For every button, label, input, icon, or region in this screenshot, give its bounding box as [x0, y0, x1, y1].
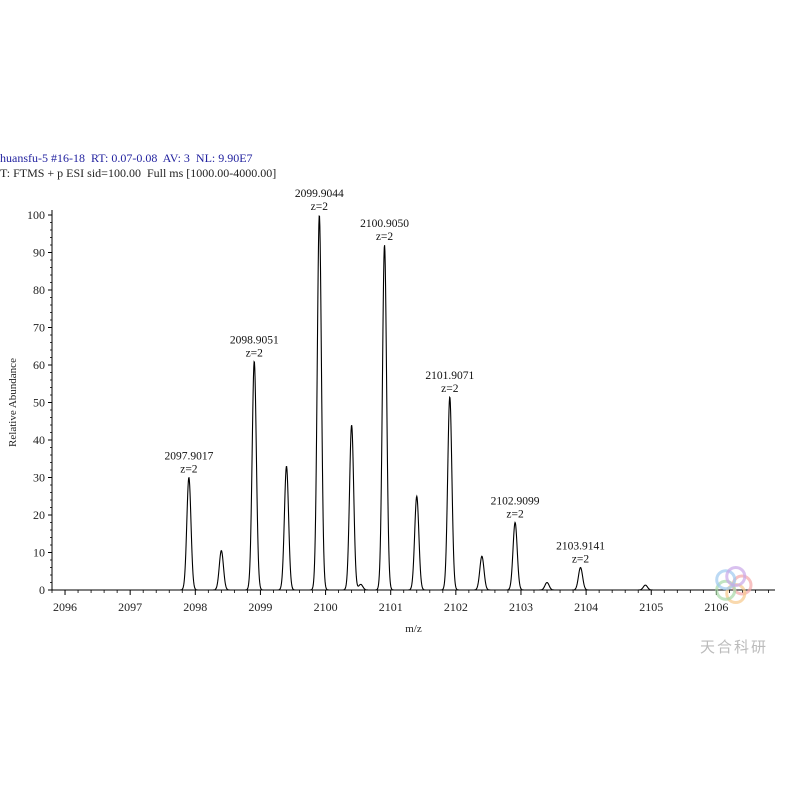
x-tick-label: 2106 [704, 600, 728, 614]
peak-mz-label: 2099.9044 [295, 188, 344, 200]
scan-header-line-2: T: FTMS + p ESI sid=100.00 Full ms [1000… [0, 166, 277, 180]
x-axis-label: m/z [405, 623, 422, 635]
y-tick-label: 0 [39, 583, 45, 597]
peak-mz-label: 2097.9017 [164, 451, 213, 463]
peak-charge-label: z=2 [376, 231, 394, 243]
y-axis-ticks: 0 10 20 30 40 50 60 70 80 90 100 [27, 208, 52, 597]
x-tick-label: 2100 [314, 600, 338, 614]
y-tick-label: 90 [33, 246, 45, 260]
peak-mz-label: 2100.9050 [360, 218, 409, 230]
peak-charge-label: z=2 [441, 383, 459, 395]
scan-header-line-1: huansfu-5 #16-18 RT: 0.07-0.08 AV: 3 NL:… [0, 151, 253, 165]
y-tick-label: 40 [33, 433, 45, 447]
watermark-text: 天合科研 [700, 638, 769, 656]
x-tick-label: 2098 [183, 600, 207, 614]
y-tick-label: 20 [33, 508, 45, 522]
peak-charge-label: z=2 [506, 509, 524, 521]
x-tick-label: 2105 [639, 600, 663, 614]
chart-axes [51, 210, 775, 591]
logo-petal [715, 579, 737, 601]
y-tick-label: 10 [33, 546, 45, 560]
spectrum-trace [52, 215, 775, 591]
peak-mz-label: 2103.9141 [556, 541, 605, 553]
y-tick-label: 30 [33, 471, 45, 485]
peak-charge-label: z=2 [572, 554, 590, 566]
y-tick-label: 60 [33, 358, 45, 372]
peak-charge-label: z=2 [311, 201, 329, 213]
x-tick-label: 2103 [509, 600, 533, 614]
y-tick-label: 50 [33, 396, 45, 410]
x-tick-label: 2097 [118, 600, 142, 614]
y-tick-label: 80 [33, 283, 45, 297]
peak-mz-label: 2098.9051 [230, 334, 279, 346]
peak-charge-label: z=2 [180, 464, 198, 476]
peak-labels: 2097.9017z=22098.9051z=22099.9044z=22100… [164, 188, 605, 566]
x-tick-label: 2102 [444, 600, 468, 614]
peak-mz-label: 2101.9071 [425, 370, 474, 382]
x-axis-ticks: 2096 2097 2098 2099 2100 2101 2102 2103 2104 2105… [51, 590, 769, 614]
x-tick-label: 2099 [248, 600, 272, 614]
peak-mz-label: 2102.9099 [491, 496, 540, 508]
logo-petal [725, 565, 747, 587]
y-tick-label: 70 [33, 321, 45, 335]
peak-charge-label: z=2 [246, 347, 264, 359]
watermark-logo-icon [715, 565, 753, 605]
x-tick-label: 2101 [379, 600, 403, 614]
logo-petal [715, 569, 737, 591]
x-tick-label: 2104 [574, 600, 598, 614]
y-axis-label: Relative Abundance [7, 358, 19, 447]
y-tick-label: 100 [27, 208, 45, 222]
x-tick-label: 2096 [53, 600, 77, 614]
